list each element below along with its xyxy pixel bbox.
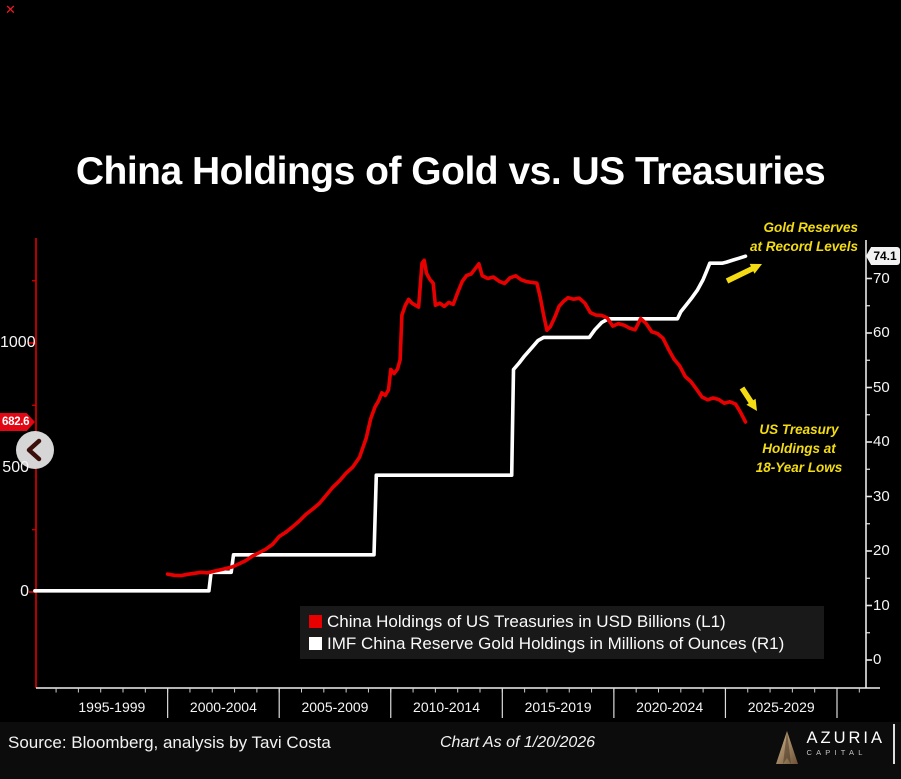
x-axis-label: 2025-2029 xyxy=(747,699,815,715)
legend-label: IMF China Reserve Gold Holdings in Milli… xyxy=(327,634,785,653)
y-left-tick-label: 0 xyxy=(20,583,29,600)
annotation-line: at Record Levels xyxy=(749,239,858,254)
legend-item-treasuries: China Holdings of US Treasuries in USD B… xyxy=(309,611,824,633)
y-right-tick-label: 30 xyxy=(873,487,890,505)
x-axis-label: 2020-2024 xyxy=(636,699,704,715)
annotation-arrow-head xyxy=(749,263,762,274)
y-right-tick-label: 50 xyxy=(873,378,890,396)
annotation-line: Holdings at xyxy=(762,441,836,456)
gold-line-series xyxy=(33,254,748,593)
x-axis-label: 2010-2014 xyxy=(413,699,480,715)
chart-as-of-text: Chart As of 1/20/2026 xyxy=(440,734,596,751)
y-right-tick-label: 60 xyxy=(873,324,890,341)
treasuries-line-series xyxy=(165,258,748,578)
annotation-line: Gold Reserves xyxy=(763,220,858,235)
x-axis-label: 2005-2009 xyxy=(301,699,369,715)
legend-swatch-white xyxy=(309,637,322,650)
x-axis-label: 1995-1999 xyxy=(78,699,146,715)
annotation-gold-reserves: Gold Reserves at Record Levels xyxy=(750,218,858,256)
legend-swatch-red xyxy=(309,615,322,628)
annotation-line: US Treasury xyxy=(759,422,839,437)
x-axis-label: 2015-2019 xyxy=(524,699,592,715)
legend-label: China Holdings of US Treasuries in USD B… xyxy=(327,612,726,631)
annotation-us-treasury: US Treasury Holdings at 18-Year Lows xyxy=(739,420,859,477)
legend-item-gold: IMF China Reserve Gold Holdings in Milli… xyxy=(309,633,824,655)
right-axis-last-value-tag: 74.1 xyxy=(866,247,900,265)
y-right-tick-label: 70 xyxy=(873,269,890,287)
azuria-logo: AZURIA CAPITAL xyxy=(774,728,885,766)
footer-bar: Source: Bloomberg, analysis by Tavi Cost… xyxy=(0,722,901,779)
azuria-logo-icon xyxy=(776,731,799,764)
annotation-line: 18-Year Lows xyxy=(755,460,843,475)
annotation-arrow-head xyxy=(746,398,757,411)
logo-divider xyxy=(893,724,895,764)
y-right-tick-label: 20 xyxy=(873,542,890,559)
source-text: Source: Bloomberg, analysis by Tavi Cost… xyxy=(8,733,331,752)
y-right-tick-label: 0 xyxy=(873,651,882,668)
brand-subtitle: CAPITAL xyxy=(806,748,867,757)
y-left-tick-label: 500 xyxy=(2,458,29,476)
annotation-arrow-shaft xyxy=(725,264,757,284)
legend-box: China Holdings of US Treasuries in USD B… xyxy=(300,606,824,659)
close-icon[interactable]: ✕ xyxy=(5,2,16,17)
y-right-tick-label: 10 xyxy=(873,596,890,614)
y-right-tick-label: 40 xyxy=(873,433,890,450)
x-axis-label: 2000-2004 xyxy=(189,699,257,715)
brand-name: AZURIA xyxy=(806,729,885,747)
chevron-left-icon xyxy=(26,438,42,462)
page-title: China Holdings of Gold vs. US Treasuries xyxy=(75,150,826,193)
y-left-tick-label: 1000 xyxy=(0,334,36,351)
left-axis-last-value-tag: 682.6 xyxy=(0,413,35,431)
back-button[interactable] xyxy=(16,431,54,469)
